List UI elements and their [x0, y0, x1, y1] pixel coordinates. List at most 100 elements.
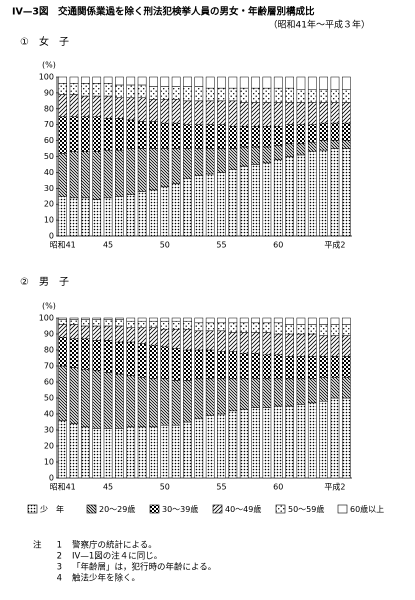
bar-segment	[239, 102, 249, 127]
y-tick-label: 90	[44, 88, 54, 97]
bar-segment	[126, 194, 136, 237]
x-tick-label: 55	[216, 241, 226, 250]
bar-segment	[115, 319, 124, 327]
bar-segment	[262, 317, 272, 324]
bar-segment	[171, 424, 181, 479]
bar-segment	[81, 76, 90, 84]
bar-segment	[217, 351, 226, 380]
bar-segment	[137, 121, 147, 149]
bar-segment	[251, 146, 260, 165]
y-axis-label: (%)	[42, 302, 56, 311]
bar-segment	[103, 149, 113, 199]
y-tick-label: 20	[44, 442, 54, 451]
bar-segment	[217, 172, 226, 237]
bar-segment	[262, 332, 272, 356]
bar-segment	[251, 164, 260, 237]
bar-segment	[126, 320, 136, 328]
legend-label: 40～49歳	[225, 504, 261, 514]
bar-segment	[115, 118, 124, 151]
bar-segment	[251, 87, 260, 103]
bar-segment	[330, 148, 340, 237]
bar-segment	[273, 102, 283, 127]
legend-label: 60歳以上	[350, 504, 384, 514]
bar-segment	[171, 86, 181, 100]
bar-segment	[307, 141, 317, 152]
bar-segment	[149, 76, 158, 87]
bar-segment	[171, 328, 181, 349]
y-tick-label: 30	[44, 426, 54, 435]
bar-segment	[205, 317, 215, 324]
x-tick-label: 60	[273, 241, 283, 250]
bar-segment	[217, 413, 226, 479]
bar-segment	[307, 333, 317, 357]
bar-segment	[81, 197, 90, 237]
bar-segment	[115, 76, 124, 86]
bar-segment	[319, 356, 328, 378]
bar-segment	[194, 317, 204, 324]
legend-label: 少 年	[40, 504, 64, 514]
bar-segment	[273, 378, 283, 407]
bar-segment	[330, 397, 340, 479]
bar-segment	[228, 100, 238, 127]
bar-segment	[69, 338, 79, 368]
bar-segment	[58, 319, 68, 325]
bar-segment	[273, 145, 283, 160]
note-number: 4	[57, 574, 62, 584]
note-number: 3	[57, 563, 62, 573]
bar-segment	[137, 317, 147, 322]
bar-segment	[341, 89, 351, 103]
bar-segment	[307, 317, 317, 325]
bar-segment	[228, 76, 238, 89]
note-text: IV—1図の注４に同じ。	[72, 551, 162, 562]
bar-segment	[69, 367, 79, 424]
bar-segment	[81, 95, 90, 118]
bar-segment	[58, 420, 68, 479]
bar-segment	[228, 317, 238, 324]
bar-segment	[341, 335, 351, 357]
bar-segment	[115, 341, 124, 375]
bar-segment	[228, 148, 238, 170]
bar-segment	[115, 97, 124, 119]
bar-segment	[149, 320, 158, 328]
bar-segment	[171, 148, 181, 184]
bar-segment	[92, 151, 102, 200]
note-text: 警察庁の統計による。	[72, 540, 157, 551]
bar-segment	[205, 330, 215, 351]
x-tick-label: 平成2	[324, 240, 345, 250]
bar-segment	[160, 317, 170, 322]
bar-segment	[171, 122, 181, 149]
bar-segment	[171, 76, 181, 87]
bar-segment	[194, 124, 204, 149]
bar-segment	[341, 102, 351, 124]
bar-segment	[341, 122, 351, 141]
bar-segment	[296, 356, 306, 380]
bar-segment	[183, 76, 192, 87]
bar-segment	[183, 421, 192, 479]
y-tick-label: 40	[44, 410, 54, 419]
bar-segment	[149, 426, 158, 479]
bar-segment	[171, 183, 181, 237]
bar-segment	[171, 317, 181, 322]
bar-segment	[251, 126, 260, 148]
bar-segment	[69, 319, 79, 325]
bar-segment	[285, 124, 294, 145]
bar-segment	[273, 159, 283, 237]
bar-segment	[330, 356, 340, 378]
bar-segment	[330, 317, 340, 325]
bar-segment	[273, 405, 283, 479]
bar-segment	[183, 86, 192, 102]
bar-segment	[92, 325, 102, 341]
bar-segment	[149, 327, 158, 346]
bar-segment	[296, 378, 306, 405]
bar-segment	[319, 317, 328, 325]
bar-segment	[58, 336, 68, 367]
bar-segment	[307, 378, 317, 404]
bar-segment	[217, 100, 226, 125]
bar-segment	[160, 320, 170, 330]
bar-segment	[330, 324, 340, 336]
x-tick-label: 50	[160, 483, 170, 492]
bar-segment	[239, 332, 249, 354]
note-number: 1	[57, 541, 62, 551]
bar-segment	[160, 99, 170, 124]
bar-segment	[341, 317, 351, 325]
